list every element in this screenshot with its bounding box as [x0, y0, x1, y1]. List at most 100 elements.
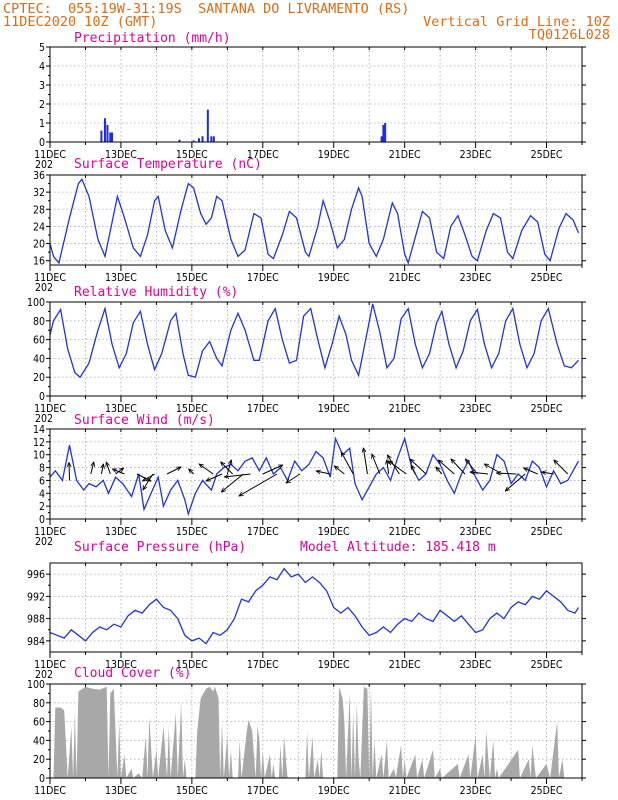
header-grid-line: Vertical Grid Line: 10Z — [423, 14, 610, 30]
y-tick-label: 20 — [33, 372, 45, 384]
y-tick-label: 20 — [33, 754, 45, 766]
x-tick-label: 17DEC — [247, 785, 279, 797]
x-tick-label: 19DEC — [318, 659, 350, 671]
y-tick-label: 40 — [33, 353, 45, 365]
wind-vector-arrow — [436, 467, 443, 475]
wind-vector-arrow — [262, 464, 283, 475]
x-tick-label: 21DEC — [389, 526, 421, 538]
wind-vector-arrow — [388, 461, 407, 475]
y-tick-label: 4 — [39, 61, 45, 73]
wind-vector-arrow — [334, 466, 345, 475]
x-tick-label: 25DEC — [531, 403, 563, 415]
x-tick-label: 21DEC — [389, 149, 421, 161]
precip-bar — [106, 124, 109, 142]
panel-title: Surface Temperature (nC) — [74, 157, 262, 172]
precip-bar — [380, 136, 383, 142]
wind-vector-arrow — [106, 462, 111, 475]
x-tick-label: 13DEC — [105, 659, 137, 671]
wind-vector-arrow — [143, 473, 154, 490]
x-tick-label: 25DEC — [531, 785, 563, 797]
wind-vector-arrow — [496, 473, 517, 474]
precip-bar — [384, 123, 387, 142]
x-tick-label: 15DEC — [176, 785, 208, 797]
x-tick-label: 23DEC — [460, 659, 492, 671]
x-tick-label: 21DEC — [389, 785, 421, 797]
wind-vector-arrow — [554, 460, 569, 475]
wind-vector-arrow — [239, 473, 278, 496]
x-tick-label: 11DEC — [34, 272, 66, 284]
x-tick-label: 11DEC — [34, 526, 66, 538]
x-tick-label: 23DEC — [460, 785, 492, 797]
x-tick-label: 21DEC — [389, 659, 421, 671]
y-tick-label: 0 — [39, 391, 45, 403]
precip-bar — [100, 130, 103, 142]
wind-vector-arrow — [410, 459, 427, 475]
y-tick-label: 0 — [39, 773, 45, 785]
x-tick-label: 15DEC — [176, 149, 208, 161]
precip-bar — [111, 132, 114, 142]
cloud-cover-area — [50, 686, 568, 778]
wind-vector-arrow — [221, 462, 234, 475]
y-tick-label: 1 — [39, 118, 45, 130]
wind-vector-arrow — [115, 468, 124, 475]
y-tick-label: 60 — [33, 717, 45, 729]
y-tick-label: 988 — [27, 614, 45, 626]
y-tick-label: 996 — [27, 569, 45, 581]
x-tick-year-label: 202 — [35, 159, 53, 171]
y-tick-label: 3 — [39, 80, 45, 92]
x-tick-label: 11DEC — [34, 149, 66, 161]
precip-bar — [212, 136, 215, 142]
wind-vector-arrow — [438, 460, 455, 475]
y-tick-label: 36 — [33, 170, 45, 182]
x-tick-label: 23DEC — [460, 403, 492, 415]
wind-vector-arrow — [166, 466, 181, 475]
y-tick-label: 28 — [33, 204, 45, 216]
wind-vector-arrow — [372, 454, 381, 475]
wind-vector-arrow — [363, 448, 368, 475]
series-line — [49, 436, 580, 517]
x-tick-label: 19DEC — [318, 526, 350, 538]
x-tick-year-label: 202 — [35, 282, 53, 294]
x-tick-year-label: 202 — [35, 413, 53, 425]
x-tick-label: 15DEC — [176, 526, 208, 538]
precip-bar — [201, 136, 204, 142]
x-tick-label: 11DEC — [34, 403, 66, 415]
x-tick-label: 25DEC — [531, 526, 563, 538]
x-tick-label: 17DEC — [247, 403, 279, 415]
y-tick-label: 0 — [39, 137, 45, 149]
y-tick-label: 100 — [27, 679, 45, 691]
panel-title: Cloud Cover (%) — [74, 666, 191, 681]
x-tick-label: 15DEC — [176, 403, 208, 415]
y-tick-label: 24 — [33, 221, 45, 233]
wind-vector-arrow — [69, 462, 70, 481]
wind-vector-arrow — [221, 473, 244, 492]
panel-frame — [49, 683, 583, 779]
wind-vector-arrow — [505, 473, 526, 491]
wind-vector-arrow — [112, 469, 125, 475]
y-tick-label: 60 — [33, 335, 45, 347]
x-tick-label: 25DEC — [531, 272, 563, 284]
panel-frame — [49, 301, 583, 397]
wind-vector-arrow — [470, 472, 489, 474]
x-tick-label: 19DEC — [318, 785, 350, 797]
header-run-id: TQ0126L028 — [528, 27, 610, 43]
x-tick-label: 13DEC — [105, 272, 137, 284]
y-tick-label: 992 — [27, 591, 45, 603]
x-tick-label: 25DEC — [531, 659, 563, 671]
precip-bar — [103, 118, 106, 142]
header-line-1: CPTEC: 055:19W-31:19S SANTANA DO LIVRAME… — [3, 1, 410, 17]
y-tick-label: 2 — [39, 99, 45, 111]
wind-vector-arrow — [465, 459, 478, 475]
y-tick-label: 984 — [27, 636, 45, 648]
y-tick-label: 32 — [33, 187, 45, 199]
wind-vector-arrow — [90, 462, 94, 475]
x-tick-label: 15DEC — [176, 272, 208, 284]
precip-bar — [192, 140, 195, 142]
panel-title: Precipitation (mm/h) — [74, 31, 231, 46]
x-tick-label: 13DEC — [105, 403, 137, 415]
wind-vector-arrow — [316, 471, 331, 475]
y-tick-label: 6 — [39, 475, 45, 487]
wind-vector-arrow — [451, 459, 466, 475]
y-tick-label: 20 — [33, 239, 45, 251]
